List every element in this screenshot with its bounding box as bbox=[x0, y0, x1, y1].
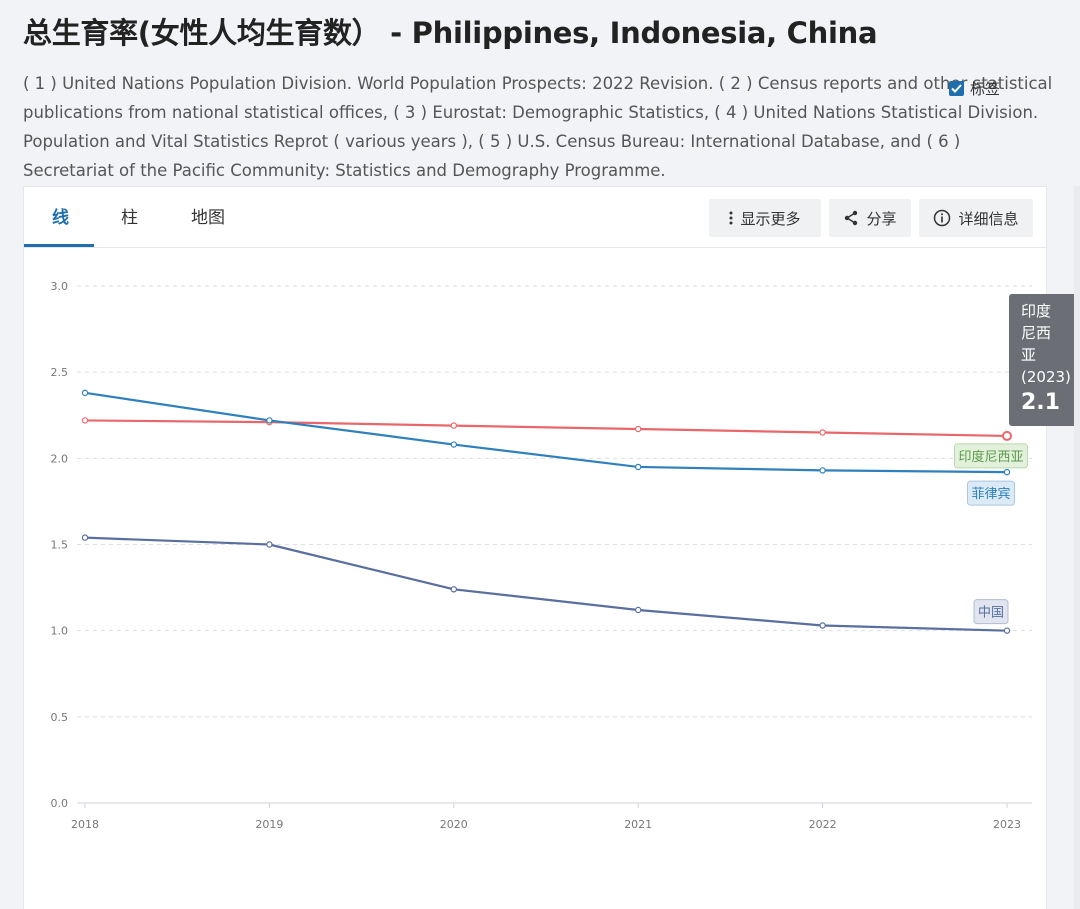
y-tick-label: 1.5 bbox=[51, 539, 69, 552]
labels-toggle[interactable]: 标签 bbox=[949, 78, 1000, 99]
tooltip-year: (2023) bbox=[1021, 368, 1071, 386]
series-line bbox=[84, 419, 1008, 438]
series-end-label-text: 印度尼西亚 bbox=[958, 449, 1023, 465]
data-point bbox=[266, 417, 273, 424]
tooltip-value: 2.1 bbox=[1021, 390, 1060, 415]
tab-line[interactable]: 线 bbox=[52, 208, 69, 228]
data-point bbox=[450, 586, 457, 593]
labels-toggle-label: 标签 bbox=[970, 80, 1001, 98]
data-point bbox=[450, 441, 457, 448]
details-button[interactable]: 详细信息 bbox=[919, 199, 1033, 237]
data-point bbox=[81, 534, 89, 541]
x-tick-label: 2022 bbox=[809, 818, 837, 831]
data-point bbox=[635, 463, 642, 471]
data-point bbox=[1003, 627, 1011, 634]
source-note: ( 1 ) United Nations Population Division… bbox=[23, 74, 1053, 180]
show-more-label: 显示更多 bbox=[740, 209, 801, 228]
series-end-label: 印度尼西亚 bbox=[954, 443, 1028, 469]
series-end-label-text: 中国 bbox=[978, 606, 1004, 621]
chart-card: 线 柱 地图 显示更多 分享 详细信息 bbox=[23, 186, 1047, 909]
y-tick-label: 2.5 bbox=[51, 366, 69, 379]
data-point bbox=[1003, 468, 1011, 476]
page-title: 总生育率(女性人均生育数） - Philippines, Indonesia, … bbox=[23, 16, 878, 50]
y-tick-label: 1.0 bbox=[51, 625, 69, 638]
series-end-label: 中国 bbox=[973, 599, 1009, 625]
x-tick-label: 2023 bbox=[993, 818, 1021, 831]
data-point bbox=[450, 422, 457, 429]
info-icon bbox=[934, 209, 951, 227]
tab-map[interactable]: 地图 bbox=[191, 208, 225, 228]
data-point bbox=[635, 606, 642, 614]
y-tick-label: 0.0 bbox=[51, 797, 69, 810]
share-button[interactable]: 分享 bbox=[829, 199, 911, 237]
x-tick-label: 2021 bbox=[624, 818, 652, 831]
active-tab-indicator bbox=[24, 244, 94, 247]
more-vertical-icon bbox=[729, 211, 733, 225]
y-tick-label: 3.0 bbox=[51, 280, 69, 293]
data-point bbox=[81, 417, 89, 424]
details-label: 详细信息 bbox=[958, 209, 1019, 228]
data-point bbox=[266, 541, 273, 548]
series-line bbox=[84, 391, 1008, 474]
series-end-label: 菲律宾 bbox=[967, 480, 1015, 506]
tab-bar-chart[interactable]: 柱 bbox=[121, 208, 138, 228]
series-line bbox=[84, 536, 1008, 632]
data-point bbox=[635, 425, 642, 433]
y-tick-label: 2.0 bbox=[51, 452, 69, 465]
page-scroll-edge bbox=[1074, 186, 1080, 909]
show-more-button[interactable]: 显示更多 bbox=[709, 199, 821, 237]
series-end-label-text: 菲律宾 bbox=[971, 486, 1010, 502]
share-label: 分享 bbox=[866, 209, 897, 228]
series-end-label-box bbox=[973, 599, 1009, 625]
data-point bbox=[819, 622, 826, 629]
data-tooltip: 印度尼西亚 (2023) 2.1 bbox=[1009, 294, 1079, 426]
series-end-label-box bbox=[967, 480, 1015, 506]
x-tick-label: 2019 bbox=[255, 818, 283, 831]
data-point bbox=[1002, 430, 1012, 441]
x-tick-label: 2020 bbox=[440, 818, 468, 831]
data-point bbox=[819, 429, 826, 436]
x-tick-label: 2018 bbox=[71, 818, 99, 831]
checkmark-icon bbox=[951, 84, 962, 93]
labels-checkbox[interactable] bbox=[949, 81, 964, 96]
series-end-label-box bbox=[954, 443, 1028, 469]
tooltip-series: 印度尼西亚 bbox=[1021, 302, 1052, 364]
share-icon bbox=[845, 210, 858, 226]
data-point bbox=[81, 389, 89, 397]
tab-bar: 线 柱 地图 显示更多 分享 详细信息 bbox=[24, 187, 1046, 248]
y-tick-label: 0.5 bbox=[51, 711, 69, 724]
data-point bbox=[819, 467, 826, 474]
